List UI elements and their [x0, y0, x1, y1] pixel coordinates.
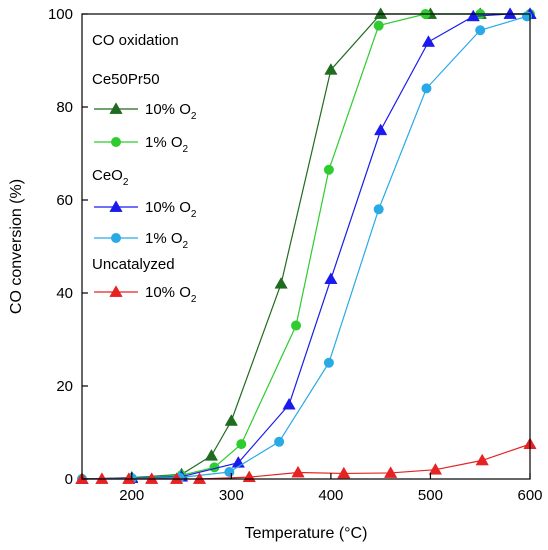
data-point — [323, 357, 334, 368]
data-point — [475, 453, 489, 466]
y-tick-label: 0 — [65, 471, 73, 488]
axis-ticks: 200 300 400 500 600 0 20 40 60 80 100 — [48, 6, 543, 504]
data-point — [224, 467, 235, 478]
data-point — [274, 276, 288, 289]
data-point — [475, 25, 486, 36]
legend-entry: 10% O2 — [94, 284, 197, 305]
legend-swatch-marker — [109, 102, 123, 114]
legend-entry-label-subscript: 2 — [183, 144, 189, 155]
series-layer — [75, 7, 537, 484]
legend-entry-label-text: 1% O — [145, 230, 183, 247]
legend-entry-label-text: 10% O — [145, 284, 191, 301]
data-point — [503, 7, 517, 19]
data-point — [373, 20, 384, 31]
data-point — [374, 7, 388, 19]
data-point — [421, 83, 432, 94]
legend-swatch-marker — [111, 233, 121, 243]
legend-entry: 1% O2 — [94, 230, 189, 251]
legend-swatch-marker — [111, 137, 121, 147]
series-line — [82, 443, 531, 480]
x-tick-label: 400 — [318, 487, 343, 504]
legend-title: CO oxidation — [92, 32, 179, 49]
x-tick-label: 600 — [517, 487, 542, 504]
x-tick-label: 200 — [119, 487, 144, 504]
legend-group-label-text: CeO — [92, 167, 123, 184]
data-point — [373, 204, 384, 215]
legend-entry-label: 10% O2 — [145, 284, 197, 305]
y-tick-label: 100 — [48, 6, 73, 23]
data-point — [95, 472, 109, 484]
legend-group-label: CeO2 — [92, 167, 129, 188]
data-point — [291, 320, 302, 331]
legend-entry: 10% O2 — [94, 101, 197, 122]
legend-group-label-subscript: 2 — [123, 177, 129, 188]
series-line — [81, 15, 528, 480]
legend-entry-label: 1% O2 — [145, 230, 189, 251]
y-tick-label: 60 — [56, 192, 73, 209]
legend-entry-label-text: 1% O — [145, 134, 183, 151]
y-axis-title: CO conversion (%) — [8, 179, 25, 314]
legend-group-label-text: Ce50Pr50 — [92, 71, 160, 88]
legend-group-label: Uncatalyzed — [92, 256, 175, 273]
legend-entry-label-subscript: 2 — [191, 209, 197, 220]
data-point — [324, 272, 338, 284]
y-tick-label: 80 — [56, 99, 73, 116]
data-point — [383, 466, 398, 478]
data-point — [428, 462, 443, 475]
plot-frame — [81, 13, 531, 480]
data-point — [337, 466, 351, 479]
data-point — [291, 465, 305, 478]
legend-entry-label-subscript: 2 — [191, 294, 197, 305]
legend-entry-label-text: 10% O — [145, 199, 191, 216]
data-point — [224, 414, 238, 426]
legend-swatch-marker — [109, 285, 123, 297]
data-point — [274, 436, 285, 447]
legend-group-label-text: Uncatalyzed — [92, 256, 175, 273]
legend-entry-label-subscript: 2 — [191, 111, 197, 122]
data-point — [204, 449, 219, 461]
x-tick-label: 300 — [219, 487, 244, 504]
legend-entry-label-text: 10% O — [145, 101, 191, 118]
data-point — [324, 63, 338, 75]
legend-swatch-marker — [109, 200, 123, 212]
data-point — [421, 35, 436, 47]
legend-entry: 1% O2 — [94, 134, 189, 155]
x-tick-label: 500 — [418, 487, 443, 504]
y-tick-label: 20 — [56, 378, 73, 395]
legend-entry-label: 10% O2 — [145, 199, 197, 220]
data-point — [145, 472, 159, 484]
x-axis-title: Temperature (°C) — [245, 525, 368, 542]
y-tick-label: 40 — [56, 285, 73, 302]
data-point — [192, 472, 207, 484]
legend-entry-label: 1% O2 — [145, 134, 189, 155]
legend-group-label: Ce50Pr50 — [92, 71, 160, 88]
data-point — [169, 472, 184, 484]
data-point — [323, 164, 334, 175]
data-point — [282, 397, 296, 410]
data-point — [236, 439, 247, 450]
data-point — [374, 123, 388, 136]
data-point — [466, 9, 480, 22]
legend-entry-label-subscript: 2 — [183, 240, 189, 251]
data-point — [209, 462, 220, 473]
legend-entry: 10% O2 — [94, 199, 197, 220]
legend-entry-label: 10% O2 — [145, 101, 197, 122]
